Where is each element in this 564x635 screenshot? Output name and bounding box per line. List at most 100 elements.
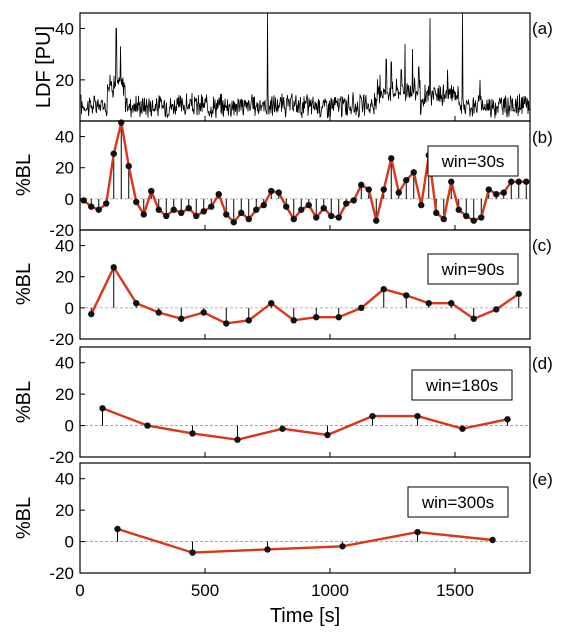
data-point bbox=[433, 209, 440, 217]
data-point bbox=[339, 543, 346, 550]
data-point bbox=[414, 528, 421, 536]
data-point bbox=[125, 162, 132, 170]
data-point bbox=[365, 186, 372, 193]
panel-d-series-line bbox=[102, 407, 508, 441]
data-point bbox=[133, 299, 140, 307]
data-point bbox=[418, 201, 425, 209]
y-tick-label: 0 bbox=[65, 299, 74, 318]
x-tick-label: 1500 bbox=[436, 581, 474, 600]
panel-c-frame bbox=[79, 229, 531, 340]
data-point bbox=[320, 205, 327, 212]
panel-a-y-label: LDF [PU] bbox=[33, 26, 55, 108]
data-point bbox=[268, 299, 275, 307]
panel-d-y-ticks: -20 0 20 40 bbox=[49, 354, 85, 467]
panel-d-window-label: win=180s bbox=[425, 376, 498, 395]
data-point bbox=[110, 150, 117, 157]
data-point bbox=[155, 206, 162, 213]
data-point bbox=[508, 178, 515, 185]
data-point bbox=[459, 425, 466, 432]
y-tick-label: 20 bbox=[55, 268, 74, 287]
data-point bbox=[290, 215, 297, 223]
y-tick-label: -20 bbox=[49, 448, 74, 467]
data-point bbox=[170, 206, 177, 213]
data-point bbox=[515, 290, 522, 298]
panel-d-window-box bbox=[411, 369, 513, 401]
data-point bbox=[403, 176, 410, 184]
data-point bbox=[470, 217, 477, 224]
data-point bbox=[133, 198, 140, 206]
data-point bbox=[234, 436, 241, 443]
data-point bbox=[335, 314, 342, 321]
data-point bbox=[253, 206, 260, 213]
panel-b-series-line bbox=[83, 122, 527, 225]
data-point bbox=[489, 536, 496, 544]
x-tick-label: 0 bbox=[75, 581, 84, 600]
panel-e-frame bbox=[79, 462, 531, 574]
y-tick-label: 20 bbox=[55, 501, 74, 520]
panel-d-frame bbox=[79, 346, 531, 458]
data-point bbox=[223, 320, 230, 327]
data-point bbox=[358, 181, 365, 189]
data-point bbox=[185, 205, 192, 212]
y-tick-label: 20 bbox=[55, 71, 74, 90]
panel-c-markers bbox=[88, 264, 522, 327]
data-point bbox=[470, 315, 477, 322]
y-tick-label: 40 bbox=[55, 19, 74, 38]
panel-e: -20 0 20 40 %BL win=300s (e) bbox=[13, 462, 553, 583]
panel-d: -20 0 20 40 %BL win=180s (d) bbox=[13, 346, 553, 467]
panel-c-series-line bbox=[90, 264, 520, 325]
data-point bbox=[189, 430, 196, 437]
panel-e-y-label: %BL bbox=[13, 497, 35, 539]
data-point bbox=[245, 215, 252, 223]
data-point bbox=[163, 212, 170, 220]
data-point bbox=[88, 203, 95, 210]
panel-c-tag: (c) bbox=[532, 236, 552, 255]
data-point bbox=[238, 209, 245, 217]
data-point bbox=[178, 315, 185, 322]
x-tick-label: 1000 bbox=[311, 581, 349, 600]
data-point bbox=[155, 309, 162, 316]
data-point bbox=[245, 317, 252, 324]
y-tick-label: -20 bbox=[49, 564, 74, 583]
data-point bbox=[504, 416, 511, 423]
data-point bbox=[493, 306, 500, 313]
data-point bbox=[313, 214, 320, 221]
panel-c-window-label: win=90s bbox=[441, 260, 505, 279]
x-tick-label: 500 bbox=[191, 581, 219, 600]
y-tick-label: 0 bbox=[65, 533, 74, 552]
panel-c: -20 0 20 40 %BL win=90s (c) bbox=[13, 229, 552, 349]
data-point bbox=[298, 206, 305, 213]
data-point bbox=[275, 189, 282, 196]
data-point bbox=[193, 212, 200, 220]
data-point bbox=[448, 299, 455, 307]
data-point bbox=[118, 119, 125, 126]
data-point bbox=[189, 549, 196, 556]
panel-b-markers bbox=[80, 119, 530, 226]
data-point bbox=[448, 178, 455, 185]
panel-e-markers bbox=[114, 525, 496, 556]
data-point bbox=[260, 201, 267, 209]
y-tick-label: 40 bbox=[55, 354, 74, 373]
y-tick-label: 20 bbox=[55, 159, 74, 178]
x-axis-ticks: 0 500 1000 1500 bbox=[75, 116, 474, 600]
data-point bbox=[305, 201, 312, 209]
data-point bbox=[208, 203, 215, 210]
data-point bbox=[373, 217, 380, 224]
data-point bbox=[148, 187, 155, 195]
data-point bbox=[230, 219, 237, 226]
data-point bbox=[80, 197, 87, 204]
panel-b-window-label: win=30s bbox=[441, 152, 505, 171]
data-point bbox=[380, 285, 387, 293]
panel-e-window-box bbox=[407, 486, 509, 518]
y-tick-label: -20 bbox=[49, 330, 74, 349]
panel-b-tag: (b) bbox=[532, 128, 553, 147]
panel-c-y-label: %BL bbox=[13, 263, 35, 305]
data-point bbox=[144, 422, 151, 429]
data-point bbox=[500, 189, 507, 196]
data-point bbox=[103, 200, 110, 207]
data-point bbox=[99, 405, 106, 412]
panel-d-markers bbox=[99, 405, 511, 443]
data-point bbox=[463, 212, 470, 220]
